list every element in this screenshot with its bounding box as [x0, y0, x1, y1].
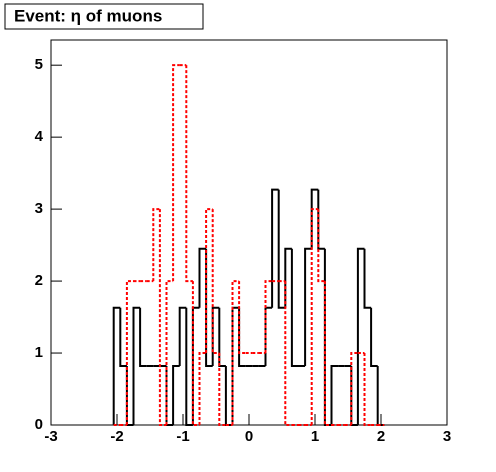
plot-frame: [50, 39, 448, 426]
histogram-bin: [198, 352, 207, 425]
y-tick-label: 1: [35, 344, 43, 361]
x-tick-label: -3: [44, 428, 57, 445]
histogram-bin: [304, 247, 312, 366]
histogram-bin: [125, 280, 134, 425]
histogram-bin: [119, 307, 127, 367]
x-tick-label: 0: [245, 428, 253, 445]
histogram-bin: [172, 364, 180, 425]
histogram-bin: [264, 280, 273, 354]
y-tick-label: 0: [35, 416, 43, 433]
x-tick-label: 3: [443, 428, 451, 445]
histogram-bin: [277, 189, 286, 309]
histogram-bin: [284, 281, 292, 426]
y-tick-label: 5: [35, 56, 43, 73]
histogram-bin: [139, 307, 147, 367]
histogram-bin: [112, 306, 121, 425]
histogram-bin: [178, 306, 187, 366]
title-box: [4, 3, 204, 30]
histogram-bin: [271, 188, 279, 308]
histogram-bin: [172, 64, 180, 282]
histogram-bin: [211, 209, 220, 355]
histogram-bin: [158, 209, 167, 426]
histogram-bin: [218, 307, 226, 367]
y-tick-label: 3: [35, 200, 43, 217]
histogram-bin: [231, 280, 240, 425]
x-tick-label: 1: [311, 428, 319, 445]
x-tick-label: -1: [176, 428, 189, 445]
histogram-bin: [132, 306, 141, 425]
histogram-bin: [152, 208, 160, 282]
histogram-bin: [350, 352, 358, 425]
histogram-bin: [323, 281, 332, 426]
histogram-bin: [218, 353, 226, 426]
histogram-bin: [363, 248, 372, 309]
histogram-bin: [290, 248, 299, 367]
histogram-bin: [370, 307, 378, 367]
histogram-bin: [185, 307, 193, 426]
y-tick-label: 2: [35, 272, 43, 289]
histogram-bin: [330, 364, 339, 425]
y-tick-label: 4: [35, 128, 44, 145]
x-tick-label: 2: [377, 428, 385, 445]
histogram-bin: [310, 208, 319, 425]
histogram-bin: [191, 281, 200, 426]
histogram-bin: [165, 280, 174, 425]
histogram-bin: [198, 247, 207, 308]
chart-title: Event: η of muons: [14, 6, 162, 25]
histogram-bin: [238, 281, 246, 355]
histogram-bin: [363, 353, 372, 426]
histogram-bin: [317, 209, 325, 283]
histogram-bin: [356, 247, 365, 425]
histogram-bin: [185, 65, 193, 283]
x-tick-label: -2: [110, 428, 123, 445]
histogram-bin: [205, 208, 213, 354]
